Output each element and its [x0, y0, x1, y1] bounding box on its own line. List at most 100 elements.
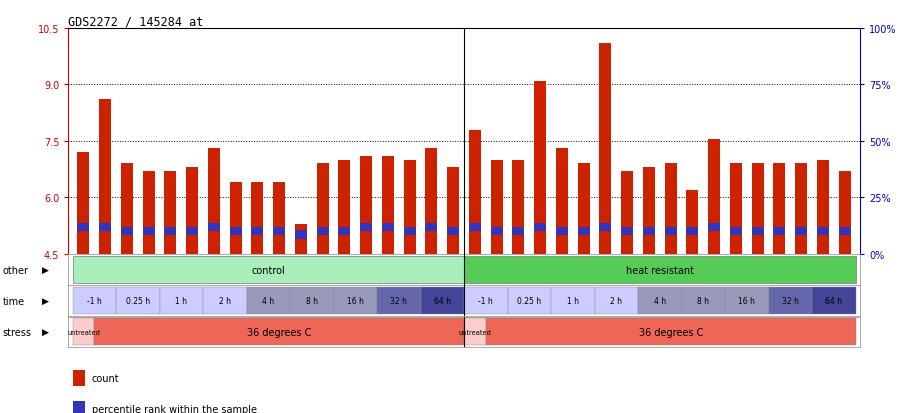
Bar [377, 287, 420, 314]
Text: 0.25 h: 0.25 h [517, 297, 541, 305]
Text: 8 h: 8 h [697, 297, 710, 305]
Bar [622, 227, 633, 235]
Text: 16 h: 16 h [738, 297, 755, 305]
Bar [578, 227, 590, 235]
Bar [752, 227, 763, 235]
Bar [77, 153, 89, 254]
Bar [165, 227, 177, 235]
Bar [165, 171, 177, 254]
Bar [382, 223, 394, 231]
Bar [730, 164, 742, 254]
Bar [594, 287, 638, 314]
Text: control: control [251, 265, 285, 275]
Bar [187, 168, 198, 254]
Bar [469, 130, 481, 254]
Bar [229, 183, 242, 254]
Text: 64 h: 64 h [434, 297, 450, 305]
Bar [229, 227, 242, 235]
Text: 36 degrees C: 36 degrees C [639, 327, 703, 337]
Bar [664, 164, 677, 254]
Bar [752, 164, 763, 254]
Text: heat resistant: heat resistant [626, 265, 693, 275]
Text: ▶: ▶ [42, 328, 49, 336]
Text: 2 h: 2 h [218, 297, 231, 305]
Text: time: time [3, 296, 25, 306]
Bar [795, 164, 807, 254]
Text: count: count [92, 373, 119, 383]
Bar [317, 227, 329, 235]
Text: 36 degrees C: 36 degrees C [247, 327, 311, 337]
Bar [600, 223, 612, 231]
Text: ▶: ▶ [42, 297, 49, 305]
Bar [622, 171, 633, 254]
Bar [686, 190, 699, 254]
Bar [774, 227, 785, 235]
Bar [708, 223, 720, 231]
Bar [638, 287, 682, 314]
Bar [382, 157, 394, 254]
Bar [490, 160, 502, 254]
Bar [339, 160, 350, 254]
Text: 1 h: 1 h [567, 297, 579, 305]
Text: GDS2272 / 145284_at: GDS2272 / 145284_at [68, 15, 204, 28]
Bar [95, 318, 464, 345]
Text: 1 h: 1 h [176, 297, 187, 305]
Text: 4 h: 4 h [653, 297, 666, 305]
Bar [404, 160, 416, 254]
Bar [295, 231, 307, 239]
Bar [99, 100, 111, 254]
Bar [247, 287, 290, 314]
Bar [360, 223, 372, 231]
Bar [208, 223, 220, 231]
Bar [121, 227, 133, 235]
Bar [73, 256, 464, 283]
Bar [464, 287, 508, 314]
Bar [839, 171, 851, 254]
Text: -1 h: -1 h [479, 297, 493, 305]
Bar [464, 256, 855, 283]
Text: percentile rank within the sample: percentile rank within the sample [92, 404, 257, 413]
Bar [774, 164, 785, 254]
Bar [643, 227, 655, 235]
Bar [578, 164, 590, 254]
Bar [686, 227, 699, 235]
Bar [251, 183, 264, 254]
Bar [143, 171, 155, 254]
Bar [426, 223, 438, 231]
Bar [420, 287, 464, 314]
Text: 8 h: 8 h [306, 297, 318, 305]
Bar [99, 223, 111, 231]
Bar [159, 287, 203, 314]
Text: -1 h: -1 h [87, 297, 102, 305]
Bar [512, 227, 524, 235]
Bar [360, 157, 372, 254]
Bar [464, 318, 486, 345]
Bar [251, 227, 264, 235]
Bar [295, 224, 307, 254]
Bar [116, 287, 159, 314]
Bar [551, 287, 594, 314]
Bar [508, 287, 551, 314]
Bar [290, 287, 334, 314]
Bar [556, 149, 568, 254]
Bar [769, 287, 812, 314]
Bar [534, 223, 546, 231]
Bar [600, 44, 612, 254]
Text: 32 h: 32 h [390, 297, 408, 305]
Bar [469, 223, 481, 231]
Bar [404, 227, 416, 235]
Bar [817, 227, 829, 235]
Bar [730, 227, 742, 235]
Text: 2 h: 2 h [611, 297, 622, 305]
Text: 4 h: 4 h [262, 297, 275, 305]
Text: untreated: untreated [67, 329, 100, 335]
Bar [447, 227, 460, 235]
Bar [143, 227, 155, 235]
Bar [795, 227, 807, 235]
Text: 0.25 h: 0.25 h [126, 297, 150, 305]
Bar [643, 168, 655, 254]
Bar [426, 149, 438, 254]
Text: untreated: untreated [459, 329, 491, 335]
Bar [73, 287, 116, 314]
Bar [817, 160, 829, 254]
